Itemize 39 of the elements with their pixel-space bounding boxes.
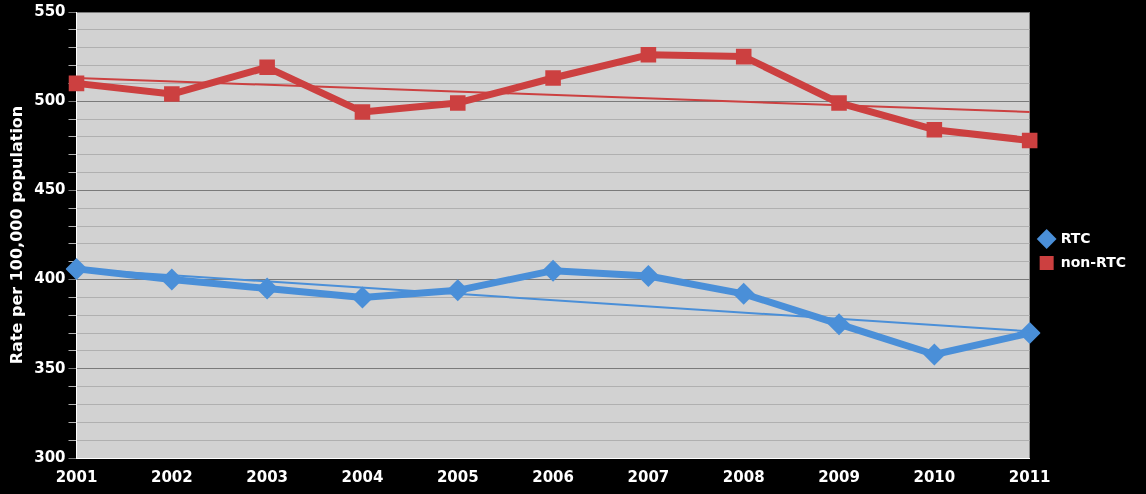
legend-label: RTC xyxy=(1060,229,1091,246)
point xyxy=(256,277,279,300)
x-tick-label: 2004 xyxy=(341,467,384,486)
y-tick-label: 550 xyxy=(34,1,66,20)
point xyxy=(732,282,755,305)
x-tick-label: 2005 xyxy=(436,467,479,486)
point xyxy=(1021,132,1038,149)
point xyxy=(640,47,657,63)
x-tick-label: 2006 xyxy=(532,467,574,486)
y-tick-label: 500 xyxy=(34,91,66,110)
point xyxy=(259,59,275,76)
point xyxy=(545,70,561,86)
point xyxy=(926,121,943,138)
x-tick-label: 2008 xyxy=(722,467,765,486)
x-tick-label: 2002 xyxy=(150,467,193,486)
point xyxy=(831,95,847,111)
point xyxy=(828,313,851,336)
point xyxy=(735,48,752,65)
y-tick-label: 450 xyxy=(34,180,66,199)
point xyxy=(449,95,466,111)
point xyxy=(351,286,374,309)
x-tick-label: 2007 xyxy=(627,467,670,486)
x-tick-label: 2003 xyxy=(246,467,289,486)
point xyxy=(65,257,88,280)
legend-label: non-RTC xyxy=(1060,253,1127,270)
y-axis-title: Rate per 100,000 population xyxy=(6,105,26,365)
point xyxy=(637,265,660,288)
point xyxy=(923,343,946,366)
point xyxy=(68,75,85,92)
x-tick-label: 2010 xyxy=(913,467,956,486)
y-tick-label: 350 xyxy=(34,358,66,377)
point xyxy=(354,104,371,120)
y-tick-label: 400 xyxy=(34,269,66,288)
x-tick-label: 2009 xyxy=(818,467,860,486)
y-tick-label: 300 xyxy=(34,447,66,466)
x-tick-label: 2011 xyxy=(1008,467,1051,486)
x-tick-label: 2001 xyxy=(55,467,98,486)
point xyxy=(164,86,180,102)
point xyxy=(1018,322,1041,345)
